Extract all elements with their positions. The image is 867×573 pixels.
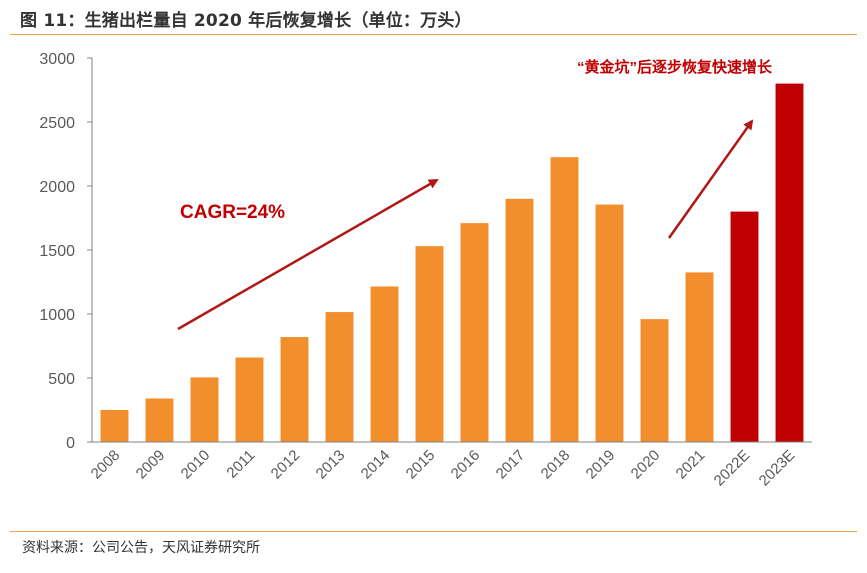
- x-tick-label-2018: 2018: [538, 447, 574, 483]
- x-tick-label-2019: 2019: [583, 447, 619, 483]
- bar-2021: [685, 272, 714, 442]
- bar-2019: [595, 204, 624, 442]
- top-divider: [10, 34, 857, 35]
- bar-2010: [190, 377, 219, 442]
- x-tick-label-2020: 2020: [628, 447, 664, 483]
- bar-2012: [280, 337, 309, 442]
- x-tick-label-2009: 2009: [133, 447, 169, 483]
- bar-2017: [505, 198, 534, 442]
- bar-2015: [415, 246, 444, 442]
- bar-2018: [550, 157, 579, 442]
- y-tick-label: 3000: [39, 51, 75, 68]
- bar-2020: [640, 319, 669, 442]
- bar-2009: [145, 398, 174, 442]
- y-axis: 0 500 1000 1500 2000 2500 3000: [39, 51, 93, 452]
- x-tick-label-2023E: 2023E: [756, 447, 799, 490]
- recovery-annotation: “黄金坑”后逐步恢复快速增长: [577, 58, 773, 76]
- recovery-arrow: [667, 119, 754, 239]
- x-tick-label-2012: 2012: [268, 447, 304, 483]
- y-tick-label: 500: [48, 371, 75, 388]
- x-tick-label-2021: 2021: [673, 447, 709, 483]
- bar-2014: [370, 286, 399, 442]
- bar-2008: [100, 410, 129, 442]
- x-tick-label-2016: 2016: [448, 447, 484, 483]
- x-tick-label-2011: 2011: [223, 447, 258, 482]
- figure-title: 图 11：生猪出栏量自 2020 年后恢复增长（单位：万头）: [20, 11, 472, 31]
- cagr-trend-arrow: [177, 178, 439, 331]
- x-tick-label-2022E: 2022E: [711, 447, 754, 490]
- x-tick-label-2010: 2010: [178, 447, 214, 483]
- bottom-divider: [10, 531, 857, 532]
- source-note: 资料来源：公司公告，天风证券研究所: [22, 540, 260, 556]
- y-tick-label: 1000: [39, 307, 75, 324]
- bars: [100, 83, 804, 442]
- bar-2023E: [775, 83, 804, 442]
- x-tick-label-2017: 2017: [493, 447, 529, 483]
- y-tick-label: 2000: [39, 179, 75, 196]
- x-tick-label-2015: 2015: [403, 447, 439, 483]
- y-tick-label: 0: [66, 435, 75, 452]
- y-tick-label: 1500: [39, 243, 75, 260]
- bar-2013: [325, 312, 354, 442]
- bar-2022E: [730, 211, 759, 442]
- x-tick-label-2013: 2013: [313, 447, 349, 483]
- y-tick-label: 2500: [39, 115, 75, 132]
- x-tick-label-2014: 2014: [358, 447, 394, 483]
- bar-2016: [460, 223, 489, 442]
- x-tick-label-2008: 2008: [88, 447, 124, 483]
- x-axis: 2008 2009 2010 2011 2012 2013 2014 2015 2016 2017…: [88, 441, 812, 490]
- bar-2011: [235, 357, 264, 442]
- cagr-annotation: CAGR=24%: [180, 202, 285, 223]
